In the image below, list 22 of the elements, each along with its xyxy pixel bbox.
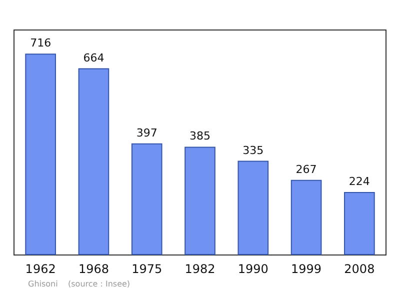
bar [344,192,375,255]
data-label: 267 [296,162,317,176]
bar [78,68,110,255]
data-label: 716 [30,36,52,50]
x-tick-label: 1982 [184,262,216,276]
data-label: 224 [348,175,370,188]
x-tick-label: 1990 [238,262,268,276]
data-label: 385 [190,130,210,143]
bar [25,54,56,255]
x-tick-label: 2008 [344,262,375,276]
x-tick-label: 1975 [132,262,162,276]
x-tick-label: 1999 [291,262,322,276]
text: Ghisoni (source : Insee) [28,280,130,288]
bar [290,180,322,255]
bar [238,160,269,255]
x-tick-label: 1962 [25,262,56,276]
bar [131,143,162,255]
x-tick-label: 1968 [78,262,109,276]
data-label: 664 [83,51,104,64]
data-label: 335 [242,144,264,157]
bar [184,146,216,255]
data-label: 397 [136,126,158,140]
